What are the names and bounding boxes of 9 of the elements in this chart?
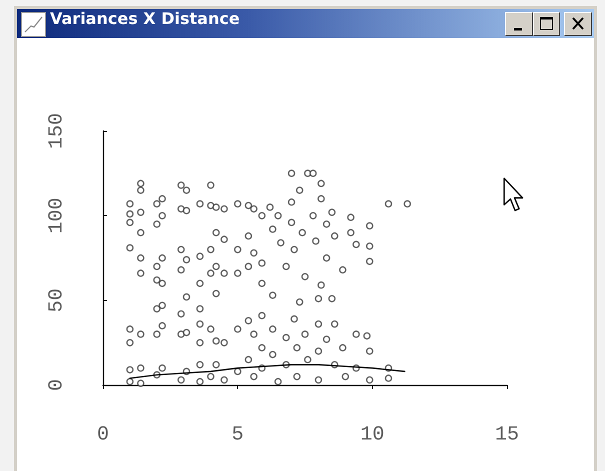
y-tick-label: 0 [46, 378, 68, 392]
chart-title: Variances X Distance [50, 9, 240, 30]
y-tick-label: 50 [46, 288, 68, 312]
x-tick-label: 0 [96, 424, 110, 446]
x-tick-label: 15 [494, 424, 520, 446]
x-tick-label: 5 [232, 424, 244, 446]
y-tick-label: 100 [46, 198, 68, 234]
y-tick-label: 150 [46, 112, 68, 150]
x-tick-label: 10 [360, 424, 384, 446]
